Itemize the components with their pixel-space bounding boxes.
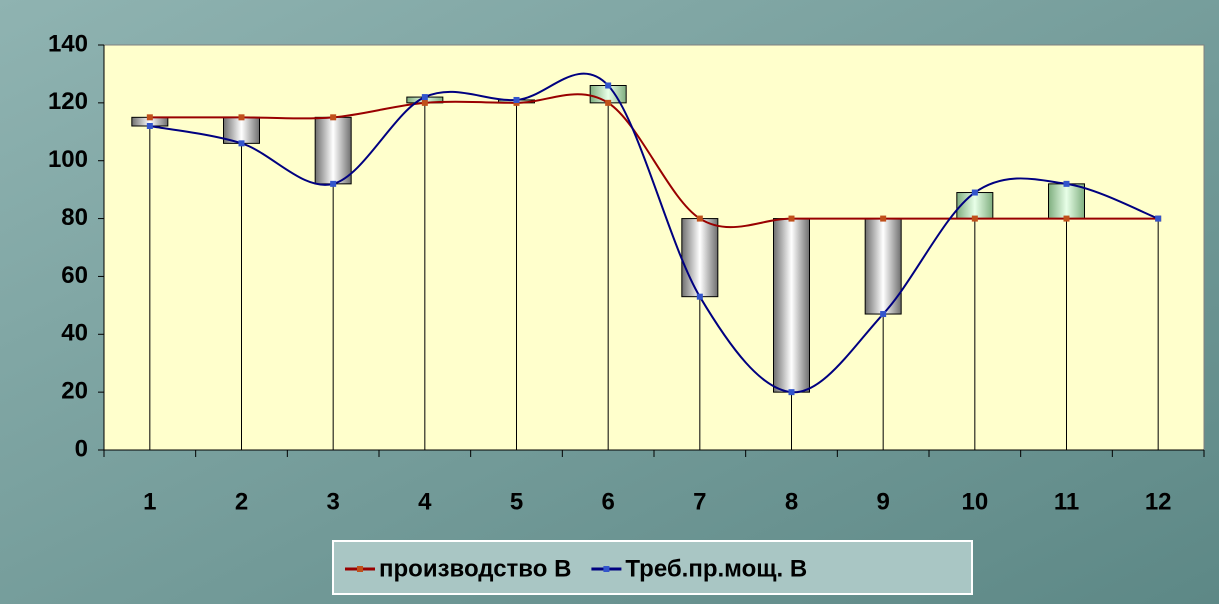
point-marker bbox=[146, 123, 153, 129]
y-tick-label: 80 bbox=[61, 204, 88, 231]
point-marker bbox=[421, 94, 428, 101]
legend-marker bbox=[603, 566, 610, 572]
y-tick-label: 100 bbox=[48, 146, 88, 173]
y-tick-label: 120 bbox=[48, 88, 88, 115]
legend-label: производство B bbox=[379, 555, 571, 582]
x-tick-label: 6 bbox=[601, 488, 614, 515]
y-tick-label: 40 bbox=[61, 320, 88, 347]
point-marker bbox=[696, 215, 703, 222]
point-marker bbox=[971, 215, 978, 222]
point-marker bbox=[788, 389, 795, 396]
up-bar bbox=[1048, 183, 1085, 220]
point-marker bbox=[605, 82, 612, 89]
point-marker bbox=[696, 293, 703, 300]
point-marker bbox=[421, 99, 428, 106]
point-marker bbox=[605, 99, 612, 106]
point-marker bbox=[330, 180, 337, 187]
down-bar bbox=[314, 116, 352, 185]
point-marker bbox=[880, 311, 887, 318]
legend-box bbox=[332, 540, 973, 595]
point-marker bbox=[1155, 215, 1162, 222]
point-marker bbox=[971, 189, 978, 196]
point-marker bbox=[880, 215, 887, 222]
x-tick-label: 4 bbox=[418, 488, 432, 515]
point-marker bbox=[513, 96, 520, 103]
point-marker bbox=[238, 114, 245, 121]
y-tick-label: 140 bbox=[48, 30, 88, 57]
x-tick-label: 8 bbox=[785, 488, 798, 515]
y-tick-label: 20 bbox=[61, 377, 88, 404]
y-tick-label: 0 bbox=[75, 435, 88, 462]
x-tick-label: 2 bbox=[235, 488, 248, 515]
up-bar bbox=[956, 192, 994, 220]
x-tick-label: 9 bbox=[876, 488, 889, 515]
x-tick-label: 12 bbox=[1145, 488, 1172, 515]
x-tick-label: 5 bbox=[510, 488, 523, 515]
x-tick-label: 7 bbox=[693, 488, 706, 515]
x-tick-label: 10 bbox=[961, 488, 988, 515]
point-marker bbox=[1063, 180, 1070, 187]
x-tick-label: 3 bbox=[326, 488, 339, 515]
y-tick-label: 60 bbox=[61, 262, 88, 289]
point-marker bbox=[238, 140, 245, 147]
x-tick-label: 11 bbox=[1054, 488, 1079, 515]
point-marker bbox=[1063, 215, 1070, 222]
down-bar bbox=[773, 218, 810, 393]
legend-label: Треб.пр.мощ. B bbox=[625, 555, 807, 582]
point-marker bbox=[788, 215, 795, 222]
down-bar bbox=[681, 218, 719, 298]
legend-marker bbox=[357, 566, 363, 572]
point-marker bbox=[330, 114, 337, 121]
plot-area bbox=[103, 44, 1205, 451]
x-tick-label: 1 bbox=[143, 488, 156, 515]
point-marker bbox=[146, 114, 153, 121]
